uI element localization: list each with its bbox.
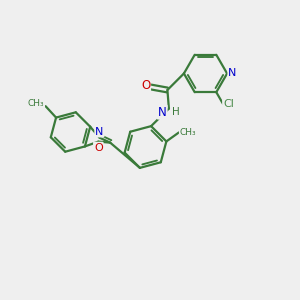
Text: CH₃: CH₃ [180, 128, 196, 137]
Text: CH₃: CH₃ [28, 99, 44, 108]
Text: N: N [95, 127, 103, 136]
Text: O: O [94, 142, 103, 153]
Text: H: H [172, 107, 179, 117]
Text: N: N [158, 106, 167, 119]
Text: Cl: Cl [223, 99, 234, 109]
Text: O: O [141, 79, 150, 92]
Text: N: N [228, 68, 237, 79]
